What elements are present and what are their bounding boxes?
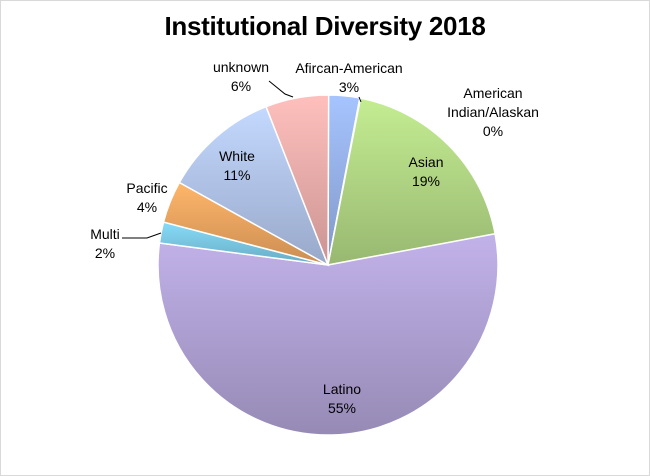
chart-title: Institutional Diversity 2018	[164, 11, 486, 41]
slice-label-asian: Asian 19%	[408, 154, 443, 189]
slice-label-pacific: Pacific 4%	[126, 180, 167, 215]
leader-line-afircan-american	[358, 96, 362, 103]
pie-slices	[157, 94, 499, 436]
slice-labels: Afircan-American 3% American Indian/Alaskan…	[90, 59, 539, 416]
slice-label-latino: Latino 55%	[323, 381, 361, 416]
pie-slice-unknown	[265, 94, 330, 266]
slice-label-unknown: unknown 6%	[213, 59, 269, 94]
slice-label-white: White 11%	[219, 148, 255, 183]
leader-line-unknown	[268, 80, 294, 98]
slice-label-multi: Multi 2%	[90, 226, 120, 261]
pie-slice-latino	[157, 232, 499, 436]
pie-slice-white	[178, 105, 330, 267]
slice-label-american-indian-alaskan: American Indian/Alaskan 0%	[447, 85, 539, 139]
leader-lines	[122, 80, 362, 239]
pie-slice-asian	[327, 97, 496, 266]
slice-label-afircan-american: Afircan-American 3%	[295, 60, 402, 95]
leader-line-multi	[122, 232, 162, 239]
